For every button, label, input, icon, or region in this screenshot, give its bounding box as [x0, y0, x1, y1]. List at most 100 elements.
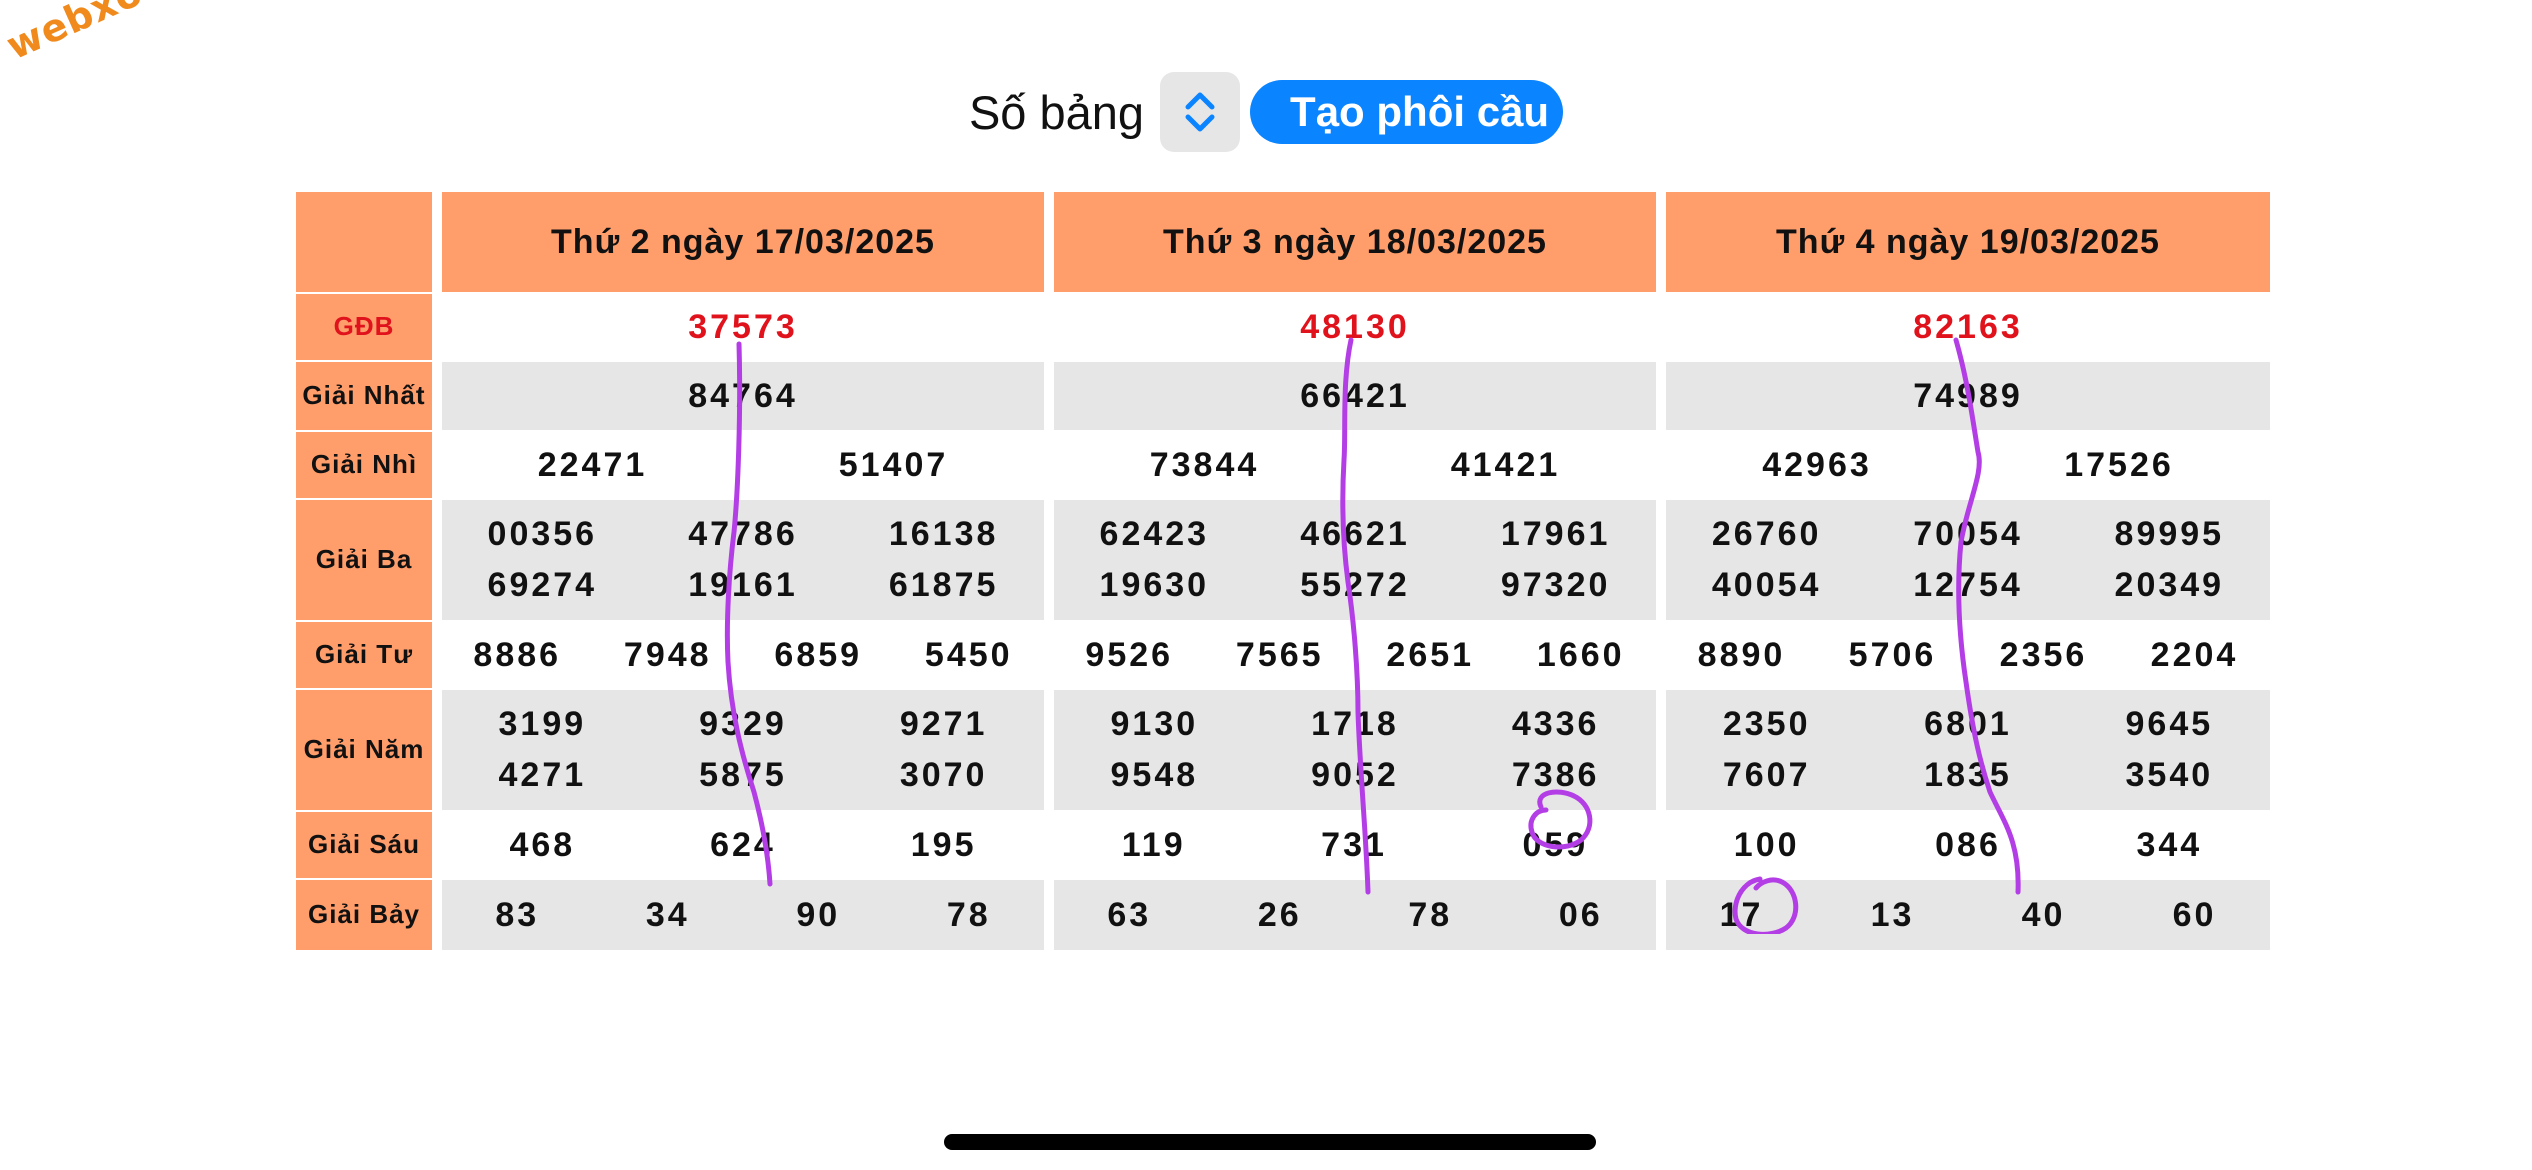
result-number: 66421: [1300, 376, 1410, 415]
result-number: 40054: [1711, 566, 1822, 604]
result-number: 97320: [1500, 566, 1611, 604]
result-number: 82163: [1913, 307, 2023, 346]
result-cell: 62423 46621 17961 19630 55272 97320: [1054, 500, 1656, 620]
table-count-stepper[interactable]: [1160, 72, 1241, 152]
table-controls: Số bảng Tạo phôi cầu: [0, 72, 2532, 152]
result-number: 17: [1719, 895, 1764, 934]
result-cell: 83 34 90 78: [442, 880, 1044, 950]
table-count-label: Số bảng: [968, 85, 1145, 139]
result-line: 17 13 40 60: [1666, 896, 2270, 935]
result-cell: 84764: [442, 362, 1044, 430]
day-results: 9526 7565 2651 1660: [1054, 622, 1656, 688]
prize-label: Giải Năm: [296, 690, 432, 810]
result-line: 119 731 059: [1054, 826, 1656, 865]
result-line: 468 624 195: [442, 826, 1044, 865]
result-line: 4271 5875 3070: [442, 756, 1044, 795]
result-number: 19161: [688, 566, 798, 604]
home-indicator[interactable]: [944, 1134, 1596, 1150]
result-cell: 74989: [1666, 362, 2270, 430]
result-number: 3199: [498, 705, 587, 743]
result-number: 20349: [2114, 566, 2225, 604]
prize-label: GĐB: [296, 294, 432, 360]
result-number: 9052: [1311, 756, 1399, 794]
result-number: 63: [1107, 895, 1152, 934]
day-results: 22471 51407: [442, 432, 1044, 498]
result-line: 3199 9329 9271: [442, 705, 1044, 744]
result-line: 9526 7565 2651 1660: [1054, 636, 1656, 675]
day-header: Thứ 2 ngày 17/03/2025: [442, 192, 1044, 292]
result-line: 8886 7948 6859 5450: [442, 636, 1044, 675]
create-chart-button[interactable]: Tạo phôi cầu: [1250, 80, 1564, 144]
result-line: 19630 55272 97320: [1054, 566, 1656, 605]
result-number: 78: [946, 895, 991, 934]
result-number: 89995: [2114, 515, 2225, 553]
result-cell: 8886 7948 6859 5450: [442, 622, 1044, 688]
result-number: 60: [2172, 895, 2217, 934]
day-results: 2350 6801 9645 7607 1835 3540: [1666, 690, 2270, 810]
result-number: 6859: [774, 635, 863, 674]
result-line: 63 26 78 06: [1054, 896, 1656, 935]
result-number: 4271: [498, 756, 587, 794]
result-number: 26: [1257, 895, 1302, 934]
result-number: 34: [645, 895, 690, 934]
result-number: 78: [1408, 895, 1453, 934]
result-number: 3070: [899, 756, 988, 794]
result-number: 3540: [2125, 756, 2214, 794]
result-number: 468: [509, 825, 576, 864]
result-number: 19630: [1099, 566, 1210, 604]
result-line: 100 086 344: [1666, 826, 2270, 865]
result-number: 9526: [1085, 635, 1174, 674]
result-number: 344: [2136, 825, 2203, 864]
prize-label: Giải Ba: [296, 500, 432, 620]
result-number: 69274: [487, 566, 598, 604]
prize-label: Giải Nhất: [296, 362, 432, 430]
result-number: 1718: [1311, 705, 1399, 743]
day-results: 8886 7948 6859 5450: [442, 622, 1044, 688]
day-results: 63 26 78 06: [1054, 880, 1656, 950]
result-cell: 42963 17526: [1666, 432, 2270, 498]
result-number: 42963: [1762, 445, 1872, 484]
result-number: 17526: [2064, 445, 2174, 484]
prize-label: Giải Sáu: [296, 812, 432, 878]
day-results: 74989: [1666, 362, 2270, 430]
result-number: 6801: [1924, 705, 2012, 743]
result-number: 9548: [1110, 756, 1199, 794]
result-cell: 22471 51407: [442, 432, 1044, 498]
day-results: 73844 41421: [1054, 432, 1656, 498]
day-results: 48130: [1054, 294, 1656, 360]
day-results: 8890 5706 2356 2204: [1666, 622, 2270, 688]
result-cell: 63 26 78 06: [1054, 880, 1656, 950]
result-number: 22471: [537, 445, 648, 484]
result-number: 40: [2021, 895, 2066, 934]
result-line: 26760 70054 89995: [1666, 515, 2270, 554]
day-results: 468 624 195: [442, 812, 1044, 878]
result-number: 624: [710, 825, 776, 864]
day-results: 9130 1718 4336 9548 9052 7386: [1054, 690, 1656, 810]
result-number: 119: [1121, 825, 1186, 864]
day-results: 84764: [442, 362, 1044, 430]
day-results: 62423 46621 17961 19630 55272 97320: [1054, 500, 1656, 620]
result-number: 83: [495, 895, 540, 934]
result-number: 2356: [1999, 635, 2088, 674]
result-number: 00356: [487, 515, 598, 553]
result-number: 06: [1558, 895, 1603, 934]
result-number: 62423: [1099, 515, 1210, 553]
up-down-chevron-icon: [1185, 92, 1215, 132]
result-line: 66421: [1054, 377, 1656, 416]
result-line: 84764: [442, 377, 1044, 416]
result-number: 100: [1733, 825, 1800, 864]
day-header: Thứ 4 ngày 19/03/2025: [1666, 192, 2270, 292]
result-line: 9130 1718 4336: [1054, 705, 1656, 744]
result-number: 5450: [924, 635, 1013, 674]
result-cell: 119 731 059: [1054, 812, 1656, 878]
result-number: 9645: [2125, 705, 2214, 743]
result-number: 7948: [623, 635, 712, 674]
result-number: 8886: [473, 635, 562, 674]
result-cell: 17 13 40 60: [1666, 880, 2270, 950]
result-number: 48130: [1300, 307, 1410, 346]
result-line: 73844 41421: [1054, 446, 1656, 485]
result-cell: 8890 5706 2356 2204: [1666, 622, 2270, 688]
result-line: 2350 6801 9645: [1666, 705, 2270, 744]
result-cell: 48130: [1054, 294, 1656, 360]
result-number: 9329: [699, 705, 787, 743]
